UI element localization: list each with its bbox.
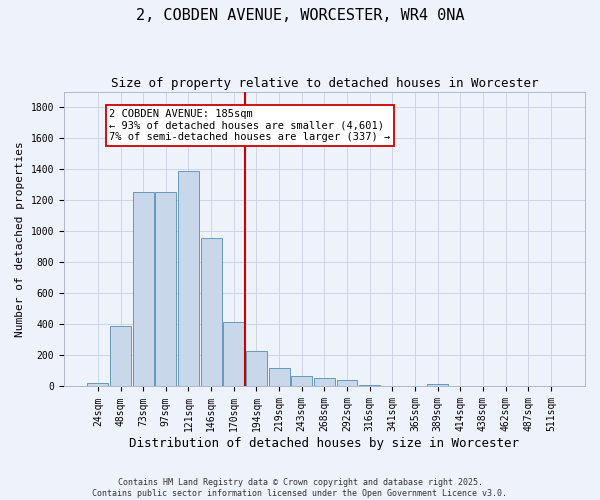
Text: 2 COBDEN AVENUE: 185sqm
← 93% of detached houses are smaller (4,601)
7% of semi-: 2 COBDEN AVENUE: 185sqm ← 93% of detache… — [109, 108, 391, 142]
Bar — [269, 368, 290, 386]
Bar — [223, 322, 244, 386]
X-axis label: Distribution of detached houses by size in Worcester: Distribution of detached houses by size … — [130, 437, 520, 450]
Bar — [314, 378, 335, 386]
Y-axis label: Number of detached properties: Number of detached properties — [15, 141, 25, 337]
Bar — [88, 384, 109, 386]
Bar — [292, 376, 312, 386]
Bar — [201, 238, 221, 386]
Bar — [133, 192, 154, 386]
Title: Size of property relative to detached houses in Worcester: Size of property relative to detached ho… — [110, 78, 538, 90]
Text: Contains HM Land Registry data © Crown copyright and database right 2025.
Contai: Contains HM Land Registry data © Crown c… — [92, 478, 508, 498]
Bar — [337, 380, 358, 386]
Bar — [110, 326, 131, 386]
Text: 2, COBDEN AVENUE, WORCESTER, WR4 0NA: 2, COBDEN AVENUE, WORCESTER, WR4 0NA — [136, 8, 464, 22]
Bar — [155, 192, 176, 386]
Bar — [246, 351, 267, 386]
Bar — [359, 385, 380, 386]
Bar — [178, 171, 199, 386]
Bar — [427, 384, 448, 386]
